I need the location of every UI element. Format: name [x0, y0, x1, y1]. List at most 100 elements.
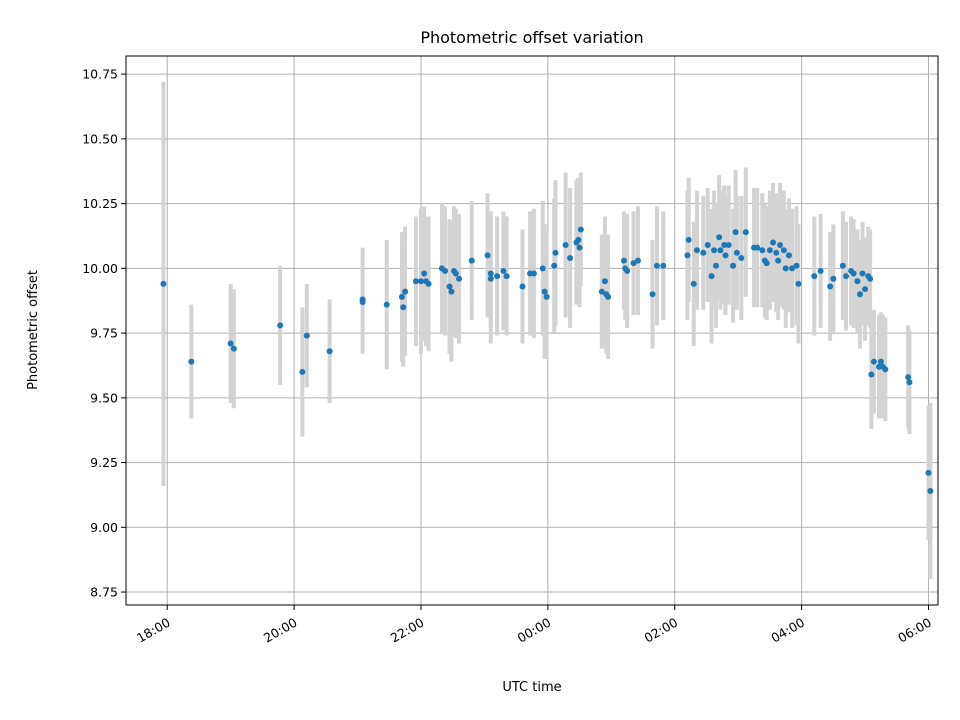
- data-point: [854, 278, 861, 285]
- data-point: [905, 374, 912, 381]
- data-point: [927, 488, 934, 495]
- data-point: [484, 252, 491, 259]
- data-point: [359, 299, 366, 306]
- data-point: [442, 267, 449, 274]
- data-point: [777, 242, 784, 249]
- data-point: [624, 267, 631, 274]
- data-point: [925, 469, 932, 476]
- data-point: [789, 265, 796, 272]
- data-point: [649, 291, 656, 298]
- data-point: [721, 242, 728, 249]
- data-point: [839, 262, 846, 269]
- data-point: [417, 278, 424, 285]
- y-tick-label: 10.75: [82, 67, 118, 82]
- data-point: [653, 262, 660, 269]
- data-point: [742, 229, 749, 236]
- data-point: [630, 260, 637, 267]
- data-point: [456, 275, 463, 282]
- y-tick-label: 10.25: [82, 196, 118, 211]
- data-point: [867, 275, 874, 282]
- data-point: [830, 275, 837, 282]
- data-point: [775, 257, 782, 264]
- data-point: [383, 301, 390, 308]
- data-point: [468, 257, 475, 264]
- data-point: [732, 229, 739, 236]
- data-point: [446, 283, 453, 290]
- data-point: [711, 247, 718, 254]
- data-point: [503, 273, 510, 280]
- y-tick-label: 8.75: [90, 585, 118, 600]
- data-point: [850, 270, 857, 277]
- data-point: [730, 262, 737, 269]
- data-point: [402, 288, 409, 295]
- data-point: [425, 280, 432, 287]
- data-point: [530, 270, 537, 277]
- data-point: [598, 288, 605, 295]
- y-tick-label: 10.50: [82, 131, 118, 146]
- data-point: [303, 332, 310, 339]
- data-point: [770, 239, 777, 246]
- data-point: [712, 262, 719, 269]
- data-point: [605, 293, 612, 300]
- data-point: [160, 280, 167, 287]
- data-point: [412, 278, 419, 285]
- data-point: [541, 288, 548, 295]
- data-point: [487, 270, 494, 277]
- data-point: [780, 247, 787, 254]
- data-point: [785, 252, 792, 259]
- data-point: [326, 348, 333, 355]
- data-point: [577, 226, 584, 233]
- data-point: [500, 267, 507, 274]
- data-point: [827, 283, 834, 290]
- data-points: [160, 226, 934, 495]
- data-point: [660, 262, 667, 269]
- data-point: [811, 273, 818, 280]
- data-point: [717, 247, 724, 254]
- y-tick-label: 9.50: [90, 390, 118, 405]
- data-point: [722, 252, 729, 259]
- data-point: [725, 242, 732, 249]
- data-point: [494, 273, 501, 280]
- data-point: [877, 358, 884, 365]
- data-point: [452, 270, 459, 277]
- data-point: [299, 368, 306, 375]
- data-point: [421, 270, 428, 277]
- y-tick-label: 9.00: [90, 520, 118, 535]
- data-point: [567, 254, 574, 261]
- data-point: [690, 280, 697, 287]
- data-point: [870, 358, 877, 365]
- data-point: [398, 293, 405, 300]
- data-point: [733, 249, 740, 256]
- data-point: [782, 265, 789, 272]
- data-point: [519, 283, 526, 290]
- data-point: [862, 286, 869, 293]
- data-point: [708, 273, 715, 280]
- data-point: [704, 242, 711, 249]
- data-point: [906, 379, 913, 386]
- data-point: [576, 244, 583, 251]
- data-point: [227, 340, 234, 347]
- y-tick-label: 9.25: [90, 455, 118, 470]
- data-point: [793, 262, 800, 269]
- y-tick-label: 9.75: [90, 326, 118, 341]
- data-point: [552, 249, 559, 256]
- data-point: [754, 244, 761, 251]
- data-point: [188, 358, 195, 365]
- data-point: [738, 254, 745, 261]
- data-point: [620, 257, 627, 264]
- data-point: [400, 304, 407, 311]
- data-point: [685, 236, 692, 243]
- data-point: [684, 252, 691, 259]
- data-point: [539, 265, 546, 272]
- data-point: [277, 322, 284, 329]
- data-point: [766, 247, 773, 254]
- data-point: [843, 273, 850, 280]
- data-point: [700, 249, 707, 256]
- plot-frame: [125, 55, 939, 606]
- data-point: [230, 345, 237, 352]
- data-point: [795, 280, 802, 287]
- data-point: [487, 275, 494, 282]
- y-axis-label: Photometric offset: [26, 270, 41, 390]
